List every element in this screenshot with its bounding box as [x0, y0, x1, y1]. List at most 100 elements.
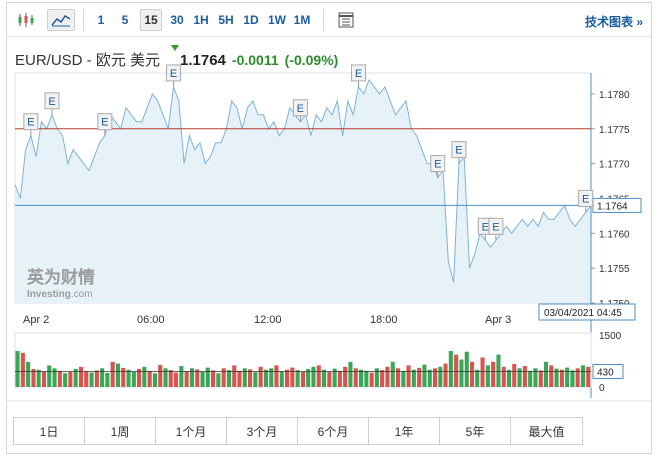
interval-30[interactable]: 30 [170, 13, 184, 27]
volume-bar [374, 368, 379, 387]
volume-bar [538, 370, 543, 387]
volume-bar [369, 372, 374, 387]
y-tick-label: 1.1755 [599, 264, 630, 275]
volume-bar [422, 364, 427, 387]
volume-bar [253, 372, 258, 387]
volume-bar [427, 369, 432, 387]
event-marker[interactable] [578, 189, 594, 207]
volume-bar [343, 366, 348, 387]
y-tick-label: 1.1780 [599, 90, 630, 101]
range-tab[interactable]: 1年 [369, 418, 440, 444]
event-marker[interactable] [350, 64, 366, 82]
event-marker-label: E [582, 193, 589, 205]
volume-bar [216, 373, 221, 387]
event-marker[interactable] [292, 99, 308, 117]
volume-bar [454, 354, 459, 387]
price-change: -0.0011 [231, 52, 279, 68]
interval-1h[interactable]: 1H [193, 13, 209, 27]
interval-1d[interactable]: 1D [243, 13, 259, 27]
y-tick-label: 1.1770 [599, 160, 630, 171]
interval-15[interactable]: 15 [140, 9, 162, 31]
x-tick-label: Apr 3 [485, 314, 511, 326]
volume-bar [105, 373, 110, 387]
event-marker-label: E [27, 117, 34, 129]
volume-bar [137, 369, 142, 387]
toolbar-separator [323, 9, 324, 31]
volume-bar [491, 361, 496, 387]
volume-bar [263, 369, 268, 387]
volume-bar [353, 368, 358, 387]
volume-bar [480, 357, 485, 387]
x-tick-label: 18:00 [370, 314, 398, 326]
range-tab[interactable]: 1周 [85, 418, 156, 444]
volume-bar [459, 359, 464, 387]
range-tab[interactable]: 3个月 [227, 418, 298, 444]
event-marker-label: E [434, 159, 441, 171]
event-marker[interactable] [166, 64, 182, 82]
table-icon[interactable] [335, 9, 357, 31]
candlestick-icon[interactable] [13, 9, 39, 31]
range-tab[interactable]: 最大值 [511, 418, 582, 444]
interval-1w[interactable]: 1W [268, 13, 286, 27]
volume-bar [359, 369, 364, 387]
volume-bar [200, 371, 205, 387]
volume-bar [47, 365, 52, 387]
volume-bar [332, 368, 337, 387]
volume-bar [448, 351, 453, 387]
volume-bar [337, 370, 342, 387]
volume-bar [406, 365, 411, 387]
volume-bar [226, 370, 231, 387]
toolbar-separator [83, 9, 84, 31]
volume-bar [570, 370, 575, 387]
x-tick-label: Apr 2 [23, 314, 49, 326]
volume-bar [475, 369, 480, 387]
range-tab[interactable]: 6个月 [298, 418, 369, 444]
volume-bar [290, 367, 295, 387]
volume-bar [158, 365, 163, 387]
volume-bar [174, 372, 179, 387]
instrument-name: EUR/USD - 欧元 美元 [15, 52, 161, 69]
volume-bar [248, 369, 253, 387]
volume-bar [485, 365, 490, 387]
crosshair-date-box [538, 303, 636, 321]
volume-bar [232, 365, 237, 387]
event-marker[interactable] [488, 217, 504, 235]
volume-bar [94, 370, 99, 387]
event-marker[interactable] [430, 155, 446, 173]
event-marker[interactable] [451, 141, 467, 159]
volume-bar [401, 370, 406, 387]
range-tab[interactable]: 5年 [440, 418, 511, 444]
tech-chart-link[interactable]: 技术图表 » [584, 15, 643, 29]
interval-5[interactable]: 5 [121, 13, 129, 27]
range-tab[interactable]: 1日 [14, 418, 85, 444]
volume-bar [517, 368, 522, 387]
range-tab[interactable]: 1个月 [156, 418, 227, 444]
interval-5h[interactable]: 5H [218, 13, 234, 27]
volume-bar [306, 369, 311, 387]
event-marker-label: E [101, 117, 108, 129]
price-chart[interactable]: 1.17801.17751.17701.17651.17601.17551.17… [7, 3, 651, 413]
volume-bar [189, 368, 194, 387]
volume-bar [575, 368, 580, 387]
price-change-pct: (-0.09%) [284, 52, 339, 68]
interval-1m[interactable]: 1M [293, 13, 311, 27]
volume-bar [115, 363, 120, 387]
volume-bar [110, 361, 115, 387]
x-tick-label: 06:00 [137, 314, 165, 326]
volume-bar [396, 368, 401, 387]
volume-bar [559, 369, 564, 387]
volume-bar [205, 367, 210, 387]
event-marker[interactable] [44, 92, 60, 110]
volume-bar [242, 368, 247, 387]
event-marker[interactable] [97, 113, 113, 131]
volume-bar [533, 368, 538, 387]
volume-bar [279, 371, 284, 387]
y-tick-label: 1.1760 [599, 229, 630, 240]
watermark-cn: 英为财情 [27, 267, 95, 287]
line-chart-icon[interactable] [47, 9, 75, 31]
volume-bar [274, 365, 279, 387]
interval-1[interactable]: 1 [97, 13, 105, 27]
volume-bar [470, 361, 475, 387]
volume-bar [417, 367, 422, 387]
event-marker[interactable] [23, 113, 39, 131]
